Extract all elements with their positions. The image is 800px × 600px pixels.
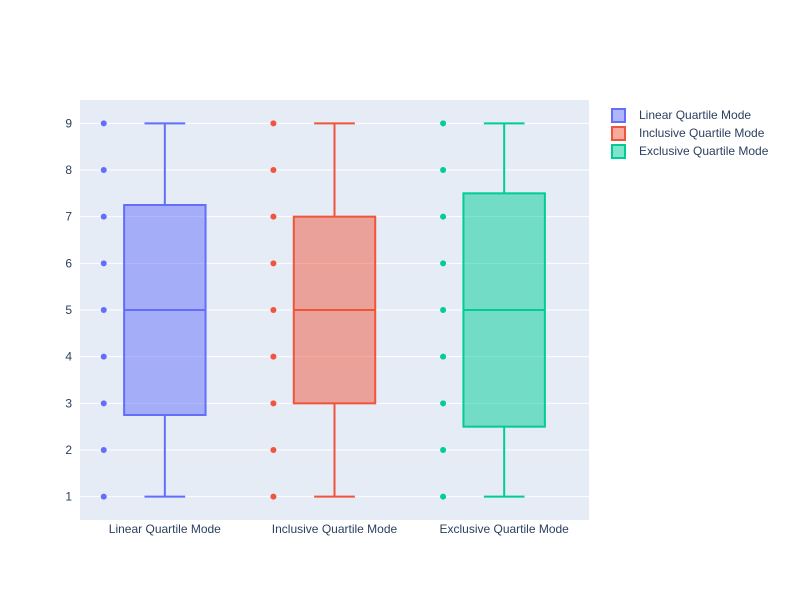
data-point (440, 353, 447, 360)
legend-swatch (611, 126, 626, 141)
legend-label: Exclusive Quartile Mode (639, 144, 769, 158)
box-3 (440, 120, 546, 500)
data-point (100, 213, 107, 220)
x-tick-label: Linear Quartile Mode (109, 522, 221, 536)
data-point (100, 400, 107, 407)
y-tick-label: 2 (65, 443, 72, 457)
data-point (100, 493, 107, 500)
data-point (100, 120, 107, 127)
data-point (440, 400, 447, 407)
data-point (270, 120, 277, 127)
y-tick-label: 5 (65, 303, 72, 317)
data-point (440, 260, 447, 267)
data-point (440, 307, 447, 313)
data-point (440, 167, 447, 173)
legend-label: Inclusive Quartile Mode (639, 126, 765, 140)
data-point (270, 260, 277, 267)
data-point (100, 260, 107, 267)
legend-swatch (611, 144, 626, 159)
data-point (270, 493, 277, 500)
boxes (100, 120, 546, 500)
legend-item-1[interactable]: Linear Quartile Mode (611, 108, 751, 123)
y-tick-label: 3 (65, 396, 72, 410)
y-tick-label: 8 (65, 163, 72, 177)
data-point (270, 353, 277, 360)
y-tick-label: 7 (65, 210, 72, 224)
y-tick-label: 6 (65, 256, 72, 270)
data-point (440, 493, 447, 500)
data-point (100, 353, 107, 360)
data-point (440, 447, 447, 453)
legend-swatch (611, 108, 626, 123)
y-axis-ticks: 1 2 3 4 5 6 7 8 9 (65, 116, 72, 503)
data-point (270, 213, 277, 220)
box-2 (270, 120, 377, 500)
box-1 (100, 120, 207, 500)
data-point (440, 213, 447, 220)
data-point (270, 447, 277, 453)
data-point (100, 307, 107, 313)
x-tick-label: Inclusive Quartile Mode (272, 522, 398, 536)
legend-item-3[interactable]: Exclusive Quartile Mode (611, 144, 769, 159)
data-point (440, 120, 447, 127)
x-tick-label: Exclusive Quartile Mode (439, 522, 569, 536)
data-point (100, 447, 107, 453)
data-point (270, 400, 277, 407)
y-tick-label: 1 (65, 490, 72, 504)
y-tick-label: 9 (65, 116, 72, 130)
data-point (100, 167, 107, 173)
data-point (270, 167, 277, 173)
legend-label: Linear Quartile Mode (639, 108, 751, 122)
legend-item-2[interactable]: Inclusive Quartile Mode (611, 126, 765, 141)
x-axis-ticks: Linear Quartile Mode Inclusive Quartile M… (109, 522, 569, 536)
legend: Linear Quartile Mode Inclusive Quartile M… (611, 108, 769, 159)
y-tick-label: 4 (65, 350, 72, 364)
data-point (270, 307, 277, 313)
